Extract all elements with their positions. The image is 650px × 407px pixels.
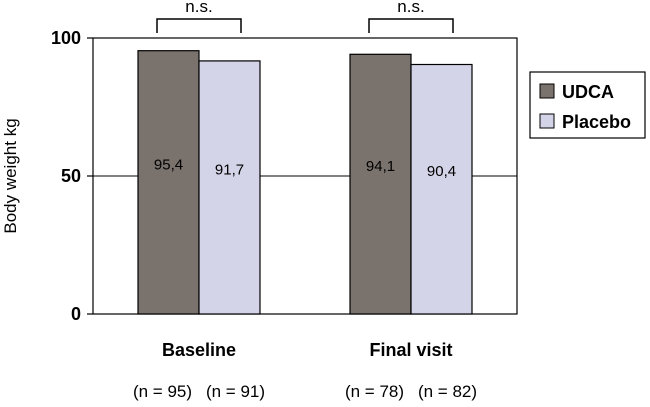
sample-size-labels: (n = 95) (n = 91) (n = 78) (n = 82) xyxy=(133,382,477,401)
data-label: 95,4 xyxy=(154,156,183,173)
significance-label: n.s. xyxy=(397,0,424,16)
sample-size-label: (n = 82) xyxy=(418,382,477,401)
legend-label-placebo: Placebo xyxy=(562,112,631,132)
x-axis-labels: Baseline Final visit xyxy=(162,340,453,360)
y-tick-label: 100 xyxy=(51,28,81,48)
bars xyxy=(137,50,473,315)
y-tick-label: 0 xyxy=(71,304,81,324)
significance-bracket xyxy=(156,18,242,33)
bar xyxy=(349,53,412,315)
legend-label-udca: UDCA xyxy=(562,82,614,102)
sample-size-label: (n = 91) xyxy=(206,382,265,401)
legend-swatch-placebo xyxy=(539,113,555,129)
y-axis-ticks: 0 50 100 xyxy=(51,28,93,324)
sample-size-label: (n = 78) xyxy=(345,382,404,401)
legend: UDCA Placebo xyxy=(529,71,646,139)
data-label: 94,1 xyxy=(366,158,395,175)
bar xyxy=(410,63,473,315)
sample-size-label: (n = 95) xyxy=(133,382,192,401)
significance-brackets: n.s. n.s. xyxy=(156,0,454,33)
x-axis-label: Baseline xyxy=(162,340,236,360)
y-axis-label: Body weight kg xyxy=(1,118,20,233)
significance-bracket xyxy=(368,18,454,33)
bar xyxy=(198,60,261,315)
legend-swatch-udca xyxy=(539,83,555,99)
data-label: 90,4 xyxy=(427,163,456,180)
x-axis-label: Final visit xyxy=(369,340,452,360)
significance-label: n.s. xyxy=(185,0,212,16)
bar xyxy=(137,50,200,315)
y-tick-label: 50 xyxy=(61,166,81,186)
data-label: 91,7 xyxy=(215,161,244,178)
data-labels: 95,4 91,7 94,1 90,4 xyxy=(154,156,456,180)
